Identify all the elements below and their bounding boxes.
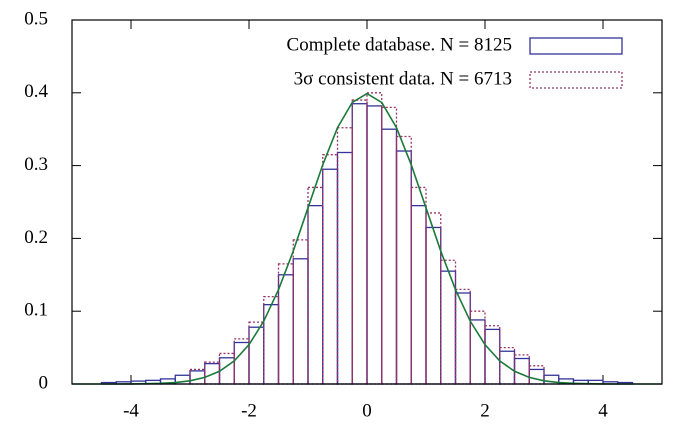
histogram-bar [277, 263, 294, 385]
histogram-bar [425, 226, 442, 385]
y-tick-label: 0.3 [24, 154, 48, 175]
x-tick-label: -2 [241, 400, 257, 421]
y-tick-label: 0 [39, 372, 49, 393]
y-tick-label: 0.2 [24, 227, 48, 248]
histogram-bar [381, 106, 398, 385]
legend-swatch [529, 37, 623, 55]
histogram-bar [233, 341, 250, 385]
x-tick-label: 0 [362, 400, 372, 421]
histogram-bar [307, 204, 324, 385]
legend-swatch [529, 71, 623, 89]
histogram-bar [204, 361, 221, 385]
histogram-bar [513, 354, 530, 385]
histogram-bar [336, 151, 353, 385]
histogram-bar [322, 168, 339, 385]
histogram-bar [277, 274, 294, 385]
histogram-bar [425, 212, 442, 385]
histogram-bar [499, 350, 516, 385]
histogram-bar [263, 295, 280, 385]
histogram-bar [454, 288, 471, 385]
y-tick-label: 0.4 [24, 81, 48, 102]
histogram-bar [469, 310, 486, 385]
histogram-bar [189, 368, 206, 385]
legend-label: Complete database. N = 8125 [287, 34, 512, 55]
histogram-bar [484, 328, 501, 385]
histogram-bar [395, 135, 412, 385]
histogram-bar [381, 128, 398, 385]
histogram-bar [322, 154, 339, 385]
histogram-bar [528, 368, 545, 385]
histogram-bar [410, 204, 427, 385]
histogram-bar [410, 186, 427, 385]
histogram-bar [484, 325, 501, 385]
histogram-bar [528, 365, 545, 385]
histogram-bar [440, 270, 457, 385]
y-tick-label: 0.1 [24, 300, 48, 321]
histogram-bar [248, 321, 265, 385]
histogram-bar [307, 186, 324, 385]
histogram-bar [233, 338, 250, 385]
histogram-bar [351, 103, 368, 385]
histogram-bar [469, 319, 486, 385]
histogram-bar [513, 357, 530, 385]
histogram-bar [395, 150, 412, 385]
histogram-bar [292, 239, 309, 385]
plot-frame [71, 19, 663, 385]
histogram-bar [440, 259, 457, 385]
histogram-bar [366, 105, 383, 385]
x-tick-label: 2 [480, 400, 490, 421]
histogram-bar [351, 99, 368, 385]
legend-label: 3σ consistent data. N = 6713 [294, 68, 512, 89]
fit-curve [72, 92, 662, 385]
y-tick-label: 0.5 [24, 8, 48, 29]
histogram-bar [292, 258, 309, 385]
x-tick-label: 4 [598, 400, 608, 421]
histogram-bar [248, 326, 265, 385]
x-tick-label: -4 [123, 400, 139, 421]
histogram-bar [366, 92, 383, 385]
histogram-bar [336, 127, 353, 385]
